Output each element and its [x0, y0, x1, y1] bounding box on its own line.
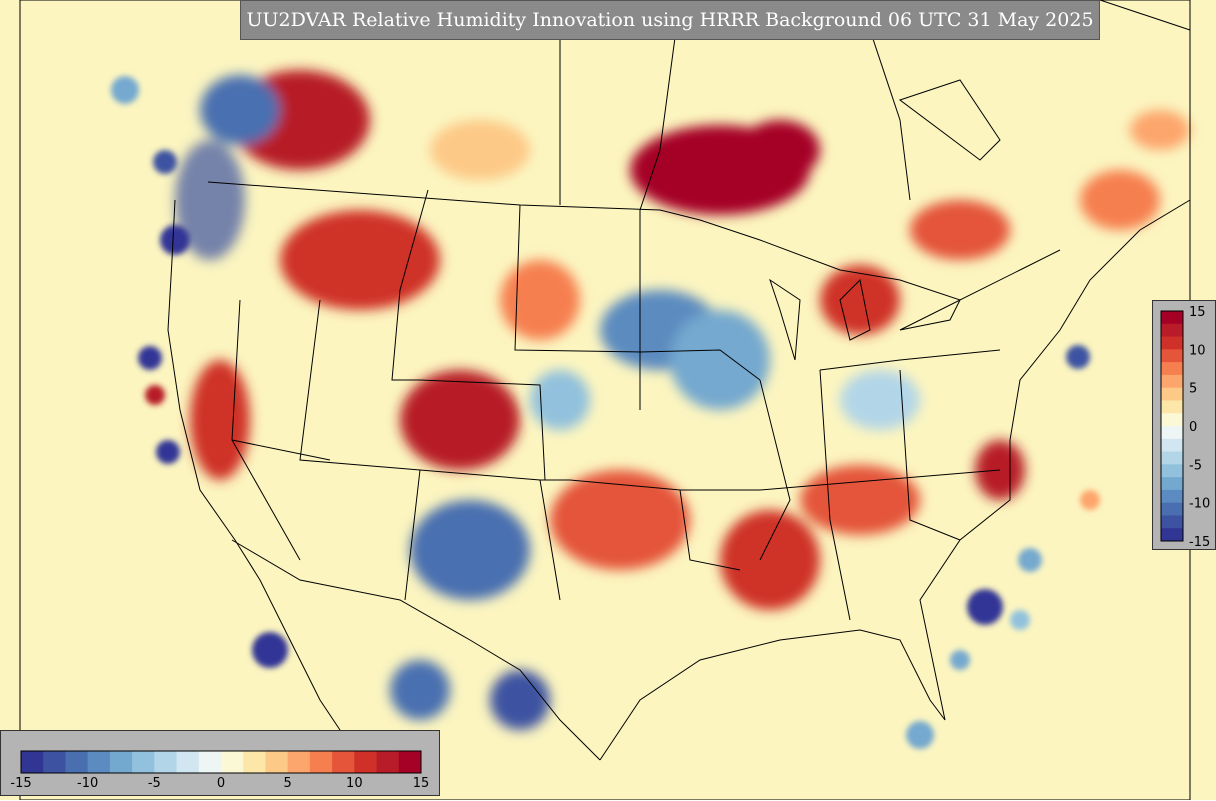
colorbar-tick-label: 10 — [1189, 343, 1206, 358]
colorbar-tick-label: -10 — [1189, 497, 1210, 512]
great-lakes — [769, 278, 962, 361]
colorbar-horizontal: -15 -10 -5 0 5 10 15 — [0, 730, 440, 796]
colorbar-tick-label: 5 — [1189, 382, 1197, 397]
colorbar-swatch — [309, 751, 333, 773]
colorbar-swatch — [21, 751, 44, 773]
colorbar-tick-label: -15 — [1189, 535, 1210, 550]
colorbar-tick-label: 5 — [284, 776, 292, 791]
colorbar-swatch — [109, 751, 133, 773]
colorbar-tick-label: 0 — [217, 776, 225, 791]
colorbar-swatch — [87, 751, 111, 773]
colorbar-swatch — [176, 751, 200, 773]
colorbar-tick-label: -10 — [77, 776, 98, 791]
colorbar-swatch — [65, 751, 89, 773]
colorbar-swatch — [1161, 451, 1183, 465]
colorbar-swatch — [1161, 515, 1183, 529]
colorbar-swatch — [376, 751, 400, 773]
west-coast — [167, 199, 361, 761]
colorbar-swatch — [198, 751, 222, 773]
colorbar-tick-label: 15 — [1189, 305, 1206, 320]
colorbar-swatch — [1161, 323, 1183, 338]
colorbar-horizontal-ticks: -15 -10 -5 0 5 10 15 — [10, 776, 429, 791]
hudson-bay-fragment — [898, 79, 1001, 161]
colorbar-swatch — [1161, 426, 1183, 440]
colorbar-swatch — [1161, 528, 1183, 542]
colorbar-swatch — [1161, 464, 1183, 478]
colorbar-swatch — [221, 751, 244, 773]
colorbar-tick-label: 10 — [346, 776, 363, 791]
colorbar-swatch — [1161, 438, 1183, 453]
colorbar-vertical-ticks: 15 10 5 0 -5 -10 -15 — [1189, 305, 1210, 550]
colorbar-swatch — [1161, 502, 1183, 516]
colorbar-swatch — [265, 751, 289, 773]
colorbar-horizontal-swatches — [21, 751, 422, 773]
gulf-coast — [599, 629, 946, 761]
colorbar-swatch — [243, 751, 266, 773]
colorbar-vertical-svg: 15 10 5 0 -5 -10 -15 — [1160, 305, 1210, 550]
colorbar-vertical: 15 10 5 0 -5 -10 -15 — [1152, 300, 1216, 550]
boundaries — [167, 0, 1191, 761]
canada-us-border — [207, 181, 1061, 301]
colorbar-swatch — [332, 751, 355, 773]
colorbar-horizontal-svg: -15 -10 -5 0 5 10 15 — [10, 750, 429, 791]
ocean-anomalies — [111, 76, 1100, 749]
colorbar-swatch — [1161, 362, 1183, 376]
east-coast — [919, 199, 1191, 721]
colorbar-swatch — [1161, 477, 1183, 491]
colorbar-swatch — [1161, 336, 1183, 350]
colorbar-vertical-swatches — [1161, 311, 1183, 542]
colorbar-swatch — [43, 751, 66, 773]
colorbar-swatch — [354, 751, 378, 773]
colorbar-tick-label: -15 — [10, 776, 31, 791]
colorbar-swatch — [154, 751, 178, 773]
colorbar-swatch — [1161, 374, 1183, 389]
colorbar-tick-label: -5 — [148, 776, 161, 791]
colorbar-swatch — [398, 751, 422, 773]
us-mexico-border — [231, 539, 601, 761]
map-title: UU2DVAR Relative Humidity Innovation usi… — [240, 0, 1100, 40]
colorbar-tick-label: -5 — [1189, 458, 1202, 473]
colorbar-tick-label: 0 — [1189, 420, 1197, 435]
colorbar-swatch — [1161, 413, 1183, 427]
colorbar-swatch — [1161, 311, 1183, 325]
colorbar-swatch — [1161, 400, 1183, 414]
colorbar-swatch — [1161, 349, 1183, 363]
colorbar-swatch — [1161, 387, 1183, 401]
colorbar-tick-label: 15 — [413, 776, 430, 791]
colorbar-swatch — [132, 751, 155, 773]
colorbar-swatch — [1161, 489, 1183, 504]
colorbar-swatch — [287, 751, 311, 773]
